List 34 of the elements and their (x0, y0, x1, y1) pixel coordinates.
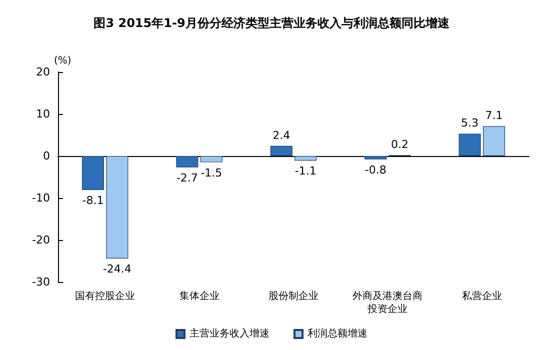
bar (106, 156, 128, 258)
y-tick-label: -20 (32, 234, 50, 246)
bar (270, 146, 292, 156)
y-tick-label: -30 (32, 276, 50, 288)
legend-label: 利润总额增速 (308, 328, 368, 340)
y-axis-title: (%) (54, 56, 72, 66)
bar (200, 156, 222, 162)
data-label: -1.1 (294, 164, 316, 178)
data-label: -2.7 (176, 171, 198, 184)
data-label: -8.1 (82, 194, 104, 208)
bar (82, 156, 104, 190)
bar (176, 156, 198, 168)
x-tick-label: 国有控股企业 (75, 290, 136, 302)
y-tick-label: -10 (32, 192, 50, 204)
data-label: 2.4 (272, 128, 290, 142)
x-tick-label: 私营企业 (462, 290, 502, 302)
x-tick-label: 集体企业 (179, 290, 220, 302)
bar (364, 156, 387, 160)
data-label: 5.3 (461, 116, 479, 130)
y-tick-label: 0 (43, 150, 50, 162)
data-label: -24.4 (102, 262, 132, 276)
bar (483, 126, 505, 156)
chart-title: 图3 2015年1-9月份分经济类型主营业务收入与利润总额同比增速 (94, 16, 450, 30)
data-label: 0.2 (391, 138, 409, 152)
data-label: 7.1 (485, 109, 503, 122)
x-tick-label: 外商及港澳台商投资企业 (352, 290, 423, 315)
legend-label: 主营业务收入增速 (190, 328, 270, 340)
y-tick-label: 10 (36, 108, 50, 120)
x-tick-label: 股份制企业 (268, 290, 318, 302)
data-label: -0.8 (364, 163, 386, 176)
bar (294, 156, 317, 161)
y-tick-label: 20 (36, 66, 50, 78)
bar (458, 134, 481, 156)
data-label: -1.5 (200, 166, 222, 180)
